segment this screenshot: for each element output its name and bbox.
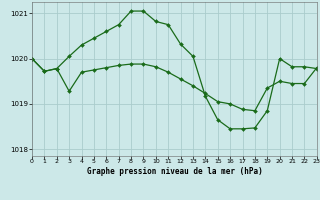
X-axis label: Graphe pression niveau de la mer (hPa): Graphe pression niveau de la mer (hPa)	[86, 167, 262, 176]
